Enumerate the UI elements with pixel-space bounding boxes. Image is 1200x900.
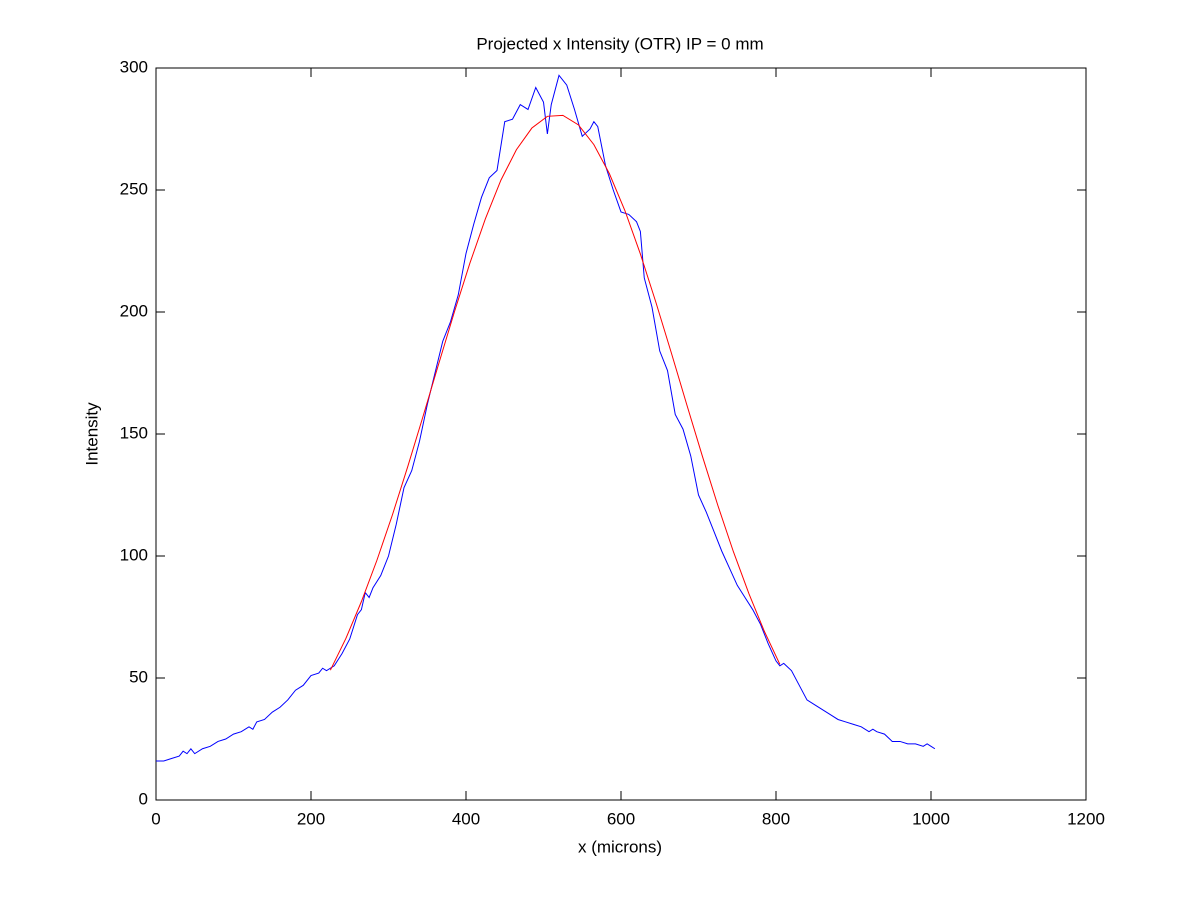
x-tick-label: 1200: [1067, 809, 1105, 828]
y-tick-label: 50: [129, 667, 148, 686]
y-tick-label: 150: [120, 423, 148, 442]
x-tick-label: 0: [151, 809, 160, 828]
x-tick-label: 1000: [912, 809, 950, 828]
x-tick-label: 600: [607, 809, 635, 828]
chart-title: Projected x Intensity (OTR) IP = 0 mm: [476, 34, 763, 53]
y-tick-label: 250: [120, 179, 148, 198]
data-line: [329, 114, 781, 671]
y-tick-label: 100: [120, 545, 148, 564]
x-tick-label: 200: [297, 809, 325, 828]
y-tick-label: 200: [120, 301, 148, 320]
x-tick-label: 400: [452, 809, 480, 828]
x-axis-label: x (microns): [578, 837, 662, 856]
x-tick-label: 800: [762, 809, 790, 828]
y-tick-label: 0: [139, 789, 148, 808]
y-tick-label: 300: [120, 57, 148, 76]
y-axis-label: Intensity: [82, 402, 101, 466]
